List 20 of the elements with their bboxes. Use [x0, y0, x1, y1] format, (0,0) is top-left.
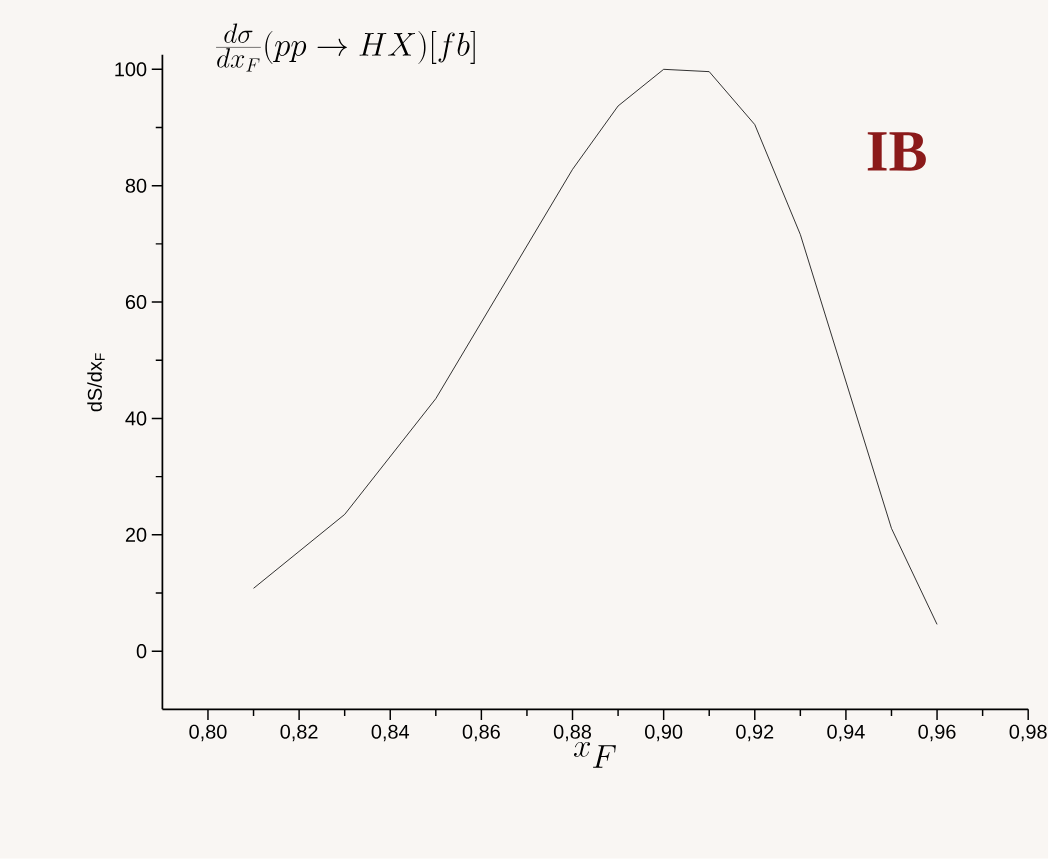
- y-tick-label: 20: [125, 527, 147, 542]
- y-axis-title: dS/dx$_{F}$: [87, 353, 105, 412]
- y-tick-label: 0: [136, 644, 147, 659]
- y-tick-label: 100: [115, 62, 147, 77]
- x-tick-label: 0,92: [736, 724, 774, 742]
- x-tick-label: 0,88: [553, 724, 592, 742]
- y-tick-label: 40: [125, 411, 147, 426]
- x-tick-label: 0,98: [1009, 724, 1047, 742]
- y-tick-label: 80: [125, 178, 147, 193]
- y-tick-label: 60: [125, 295, 147, 310]
- annotation: IB: [867, 132, 926, 171]
- x-tick-label: 0,80: [189, 724, 227, 742]
- x-tick-label: 0,90: [645, 724, 683, 742]
- x-tick-label: 0,82: [280, 724, 318, 742]
- x-tick-label: 0,96: [918, 724, 956, 742]
- x-tick-label: 0,84: [371, 724, 410, 742]
- chart-title: $\frac{d\sigma}{dx_F}(pp \rightarrow HX)[fb]$: [216, 23, 475, 72]
- x-tick-label: 0,94: [827, 724, 865, 742]
- x-axis-title: $x_F$: [573, 742, 616, 768]
- x-tick-label: 0,86: [462, 724, 500, 742]
